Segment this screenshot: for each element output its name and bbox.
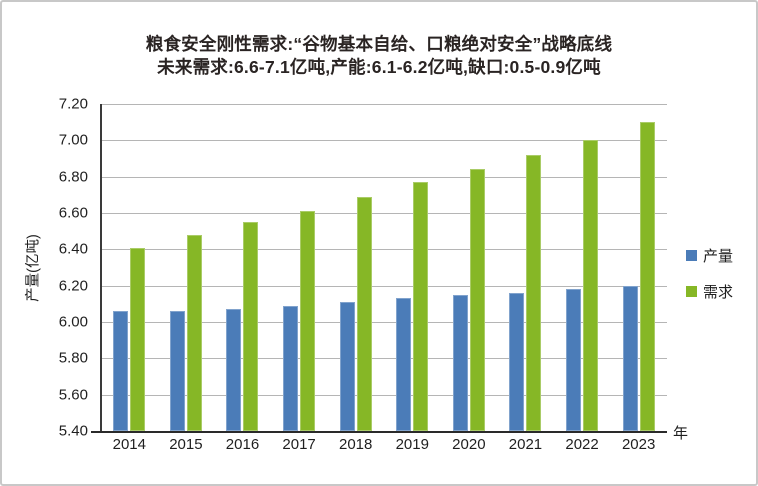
bar-group-2020 xyxy=(441,104,498,431)
bar-production-2023 xyxy=(622,285,638,431)
gridline xyxy=(101,285,667,287)
legend: 产量 需求 xyxy=(686,245,733,302)
legend-item-production: 产量 xyxy=(686,245,733,266)
bar-production-2016 xyxy=(226,309,242,431)
bar-demand-2020 xyxy=(469,169,485,431)
bar-demand-2017 xyxy=(300,211,316,431)
y-tick-label: 5.80 xyxy=(58,349,88,367)
bar-demand-2022 xyxy=(583,140,599,431)
bar-production-2017 xyxy=(283,305,299,431)
bar-group-2023 xyxy=(610,104,667,431)
y-tick-label: 6.40 xyxy=(58,240,88,258)
bar-production-2022 xyxy=(566,289,582,431)
x-tick-label: 2016 xyxy=(225,436,260,453)
bar-demand-2023 xyxy=(639,122,655,431)
y-tick-label: 7.20 xyxy=(58,95,88,113)
gridline xyxy=(101,140,667,142)
bar-group-2018 xyxy=(327,104,384,431)
x-tick-label: 2023 xyxy=(621,436,656,453)
bar-group-2016 xyxy=(214,104,271,431)
gridline xyxy=(101,249,667,251)
chart-title-line2: 未来需求:6.6-7.1亿吨,产能:6.1-6.2亿吨,缺口:0.5-0.9亿吨 xyxy=(157,57,601,77)
x-axis-unit-label: 年 xyxy=(673,425,689,442)
bar-demand-2018 xyxy=(356,196,372,431)
y-tick-label: 7.00 xyxy=(58,131,88,149)
bar-group-2021 xyxy=(497,104,554,431)
bar-demand-2015 xyxy=(186,234,202,431)
gridline xyxy=(101,176,667,178)
y-tick-label: 5.60 xyxy=(58,386,88,404)
bar-production-2018 xyxy=(339,302,355,431)
legend-marker-demand-icon xyxy=(686,286,697,297)
bar-group-2017 xyxy=(271,104,328,431)
y-tick-label: 6.00 xyxy=(58,313,88,331)
legend-label-production: 产量 xyxy=(703,248,734,265)
bar-production-2021 xyxy=(509,292,525,431)
bar-production-2020 xyxy=(452,294,468,431)
x-tick-label: 2020 xyxy=(452,436,486,453)
x-axis-tick-labels: 2014 2015 2016 2017 2018 2019 2020 2021 2022 2023 xyxy=(101,436,667,456)
bar-demand-2016 xyxy=(243,222,259,431)
bar-production-2014 xyxy=(113,311,129,431)
x-axis-line xyxy=(91,431,667,433)
y-tick-label: 6.20 xyxy=(58,277,88,295)
x-tick-label: 2019 xyxy=(395,436,429,453)
x-tick-label: 2022 xyxy=(565,436,599,453)
legend-label-demand: 需求 xyxy=(703,284,734,301)
legend-marker-production-icon xyxy=(686,250,697,261)
chart-title: 粮食安全刚性需求:“谷物基本自给、口粮绝对安全”战略底线 未来需求:6.6-7.… xyxy=(2,33,756,79)
bar-demand-2021 xyxy=(526,154,542,431)
bar-group-2022 xyxy=(554,104,611,431)
bar-demand-2019 xyxy=(413,182,429,431)
x-tick-label: 2021 xyxy=(508,436,543,453)
y-tick-label: 5.40 xyxy=(58,422,88,440)
y-tick-label: 6.60 xyxy=(58,204,88,222)
gridline xyxy=(101,358,667,360)
x-tick-label: 2015 xyxy=(169,436,203,453)
plot-area xyxy=(91,104,667,433)
bar-demand-2014 xyxy=(130,247,146,431)
x-tick-label: 2018 xyxy=(338,436,373,453)
legend-item-demand: 需求 xyxy=(686,281,733,302)
bar-group-2014 xyxy=(101,104,158,431)
y-tick-label: 6.80 xyxy=(58,168,88,186)
y-axis-line xyxy=(100,104,102,433)
x-tick-label: 2017 xyxy=(282,436,316,453)
chart-title-line1: 粮食安全刚性需求:“谷物基本自给、口粮绝对安全”战略底线 xyxy=(145,34,613,54)
bar-group-2015 xyxy=(158,104,215,431)
x-tick-label: 2014 xyxy=(112,436,146,453)
gridline xyxy=(101,213,667,214)
gridline xyxy=(101,104,667,105)
bar-production-2019 xyxy=(396,298,412,431)
bar-group-2019 xyxy=(384,104,441,431)
gridline xyxy=(101,322,667,323)
y-axis-tick-labels: 5.40 5.60 5.80 6.00 6.20 6.40 6.60 6.80 7.00 7.20 xyxy=(2,96,88,440)
bar-production-2015 xyxy=(169,311,185,431)
gridline xyxy=(101,394,667,396)
